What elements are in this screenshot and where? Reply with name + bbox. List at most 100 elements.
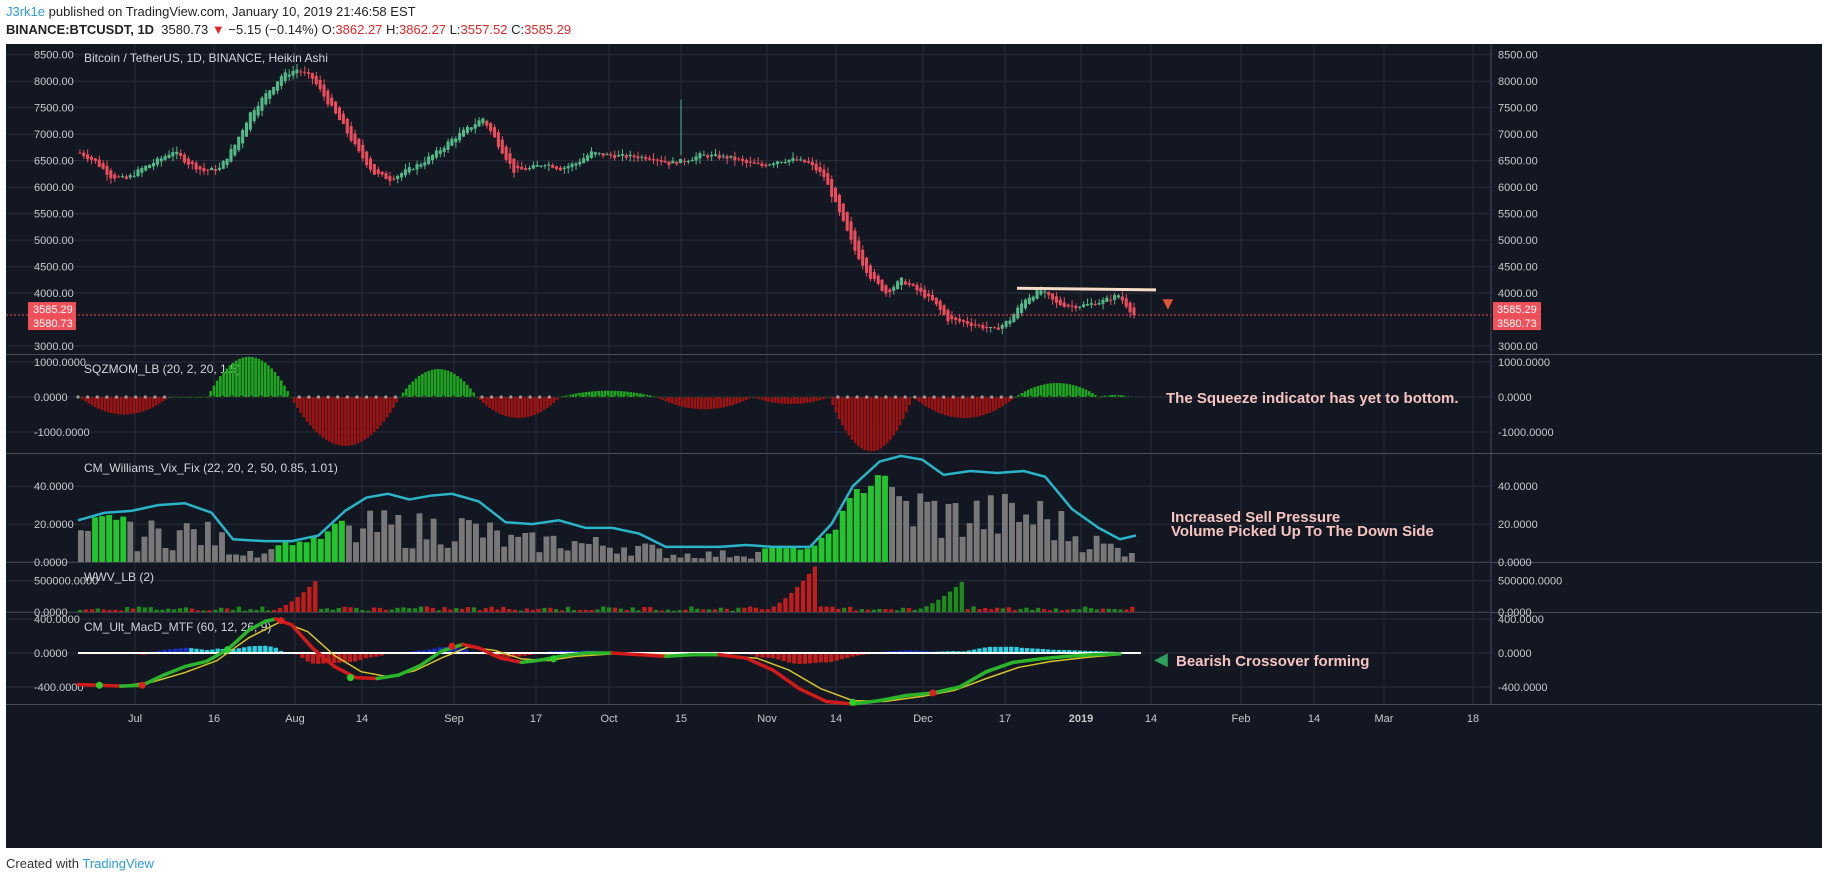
- vixfix-bar: [769, 547, 776, 562]
- candle-body: [589, 151, 593, 158]
- macd-line-segment: [183, 659, 208, 669]
- vixfix-bar: [1114, 547, 1121, 562]
- wwv-axis-label-left: 500000.0000: [34, 576, 98, 588]
- wwv-bar: [524, 608, 529, 612]
- sqzmom-bar: [312, 397, 315, 430]
- candle-body: [330, 97, 334, 106]
- time-axis-label: Mar: [1375, 713, 1394, 725]
- macd-line-segment: [717, 652, 748, 660]
- sqzmom-bar: [1065, 383, 1069, 397]
- candle-body: [783, 161, 787, 163]
- candle-body: [357, 138, 361, 152]
- candle-body: [868, 265, 872, 279]
- vixfix-bar: [755, 552, 761, 562]
- sqzmom-bar: [889, 397, 892, 440]
- wwv-bar: [413, 608, 418, 612]
- candle-body: [225, 158, 229, 165]
- price-axis-label-right: 8500.00: [1498, 50, 1538, 62]
- wwv-bar: [912, 610, 917, 612]
- sqzmom-bar: [722, 397, 726, 408]
- squeeze-dot: [518, 395, 523, 399]
- candle-body: [1093, 304, 1097, 306]
- macd-line-segment: [664, 652, 695, 659]
- squeeze-dot: [913, 395, 917, 399]
- sqzmom-bar: [488, 397, 491, 408]
- vixfix-bar: [1058, 511, 1065, 562]
- sqzmom-bar: [392, 397, 395, 408]
- wwv-bar: [630, 607, 635, 612]
- sqzmom-bar: [642, 394, 645, 397]
- sqzmom-bar: [975, 397, 979, 417]
- sqzmom-bar: [693, 397, 697, 409]
- candle-body: [791, 157, 795, 161]
- time-axis-label: 14: [1308, 713, 1320, 725]
- sqzmom-bar: [876, 397, 879, 450]
- vixfix-bar: [903, 500, 910, 562]
- candle-body: [198, 166, 202, 170]
- wwv-bar: [477, 610, 482, 612]
- sqzmom-bar: [100, 397, 104, 411]
- macd-cross-dot: [347, 674, 355, 682]
- tradingview-logo-link[interactable]: TradingView: [82, 856, 154, 871]
- wwv-axis-label-right: 500000.0000: [1498, 576, 1562, 588]
- wwv-bar: [942, 595, 947, 612]
- time-axis-label: 17: [530, 713, 542, 725]
- sqzmom-bar: [353, 397, 357, 445]
- sqzmom-bar: [219, 376, 222, 397]
- candle-body: [128, 175, 132, 178]
- candle-body: [1089, 303, 1093, 305]
- macd-hist-bar: [760, 652, 765, 658]
- sqzmom-bar: [196, 397, 200, 398]
- squeeze-dot: [528, 395, 532, 399]
- wwv-bar: [724, 608, 729, 612]
- sqzmom-bar: [536, 397, 540, 414]
- sqzmom-bar: [395, 397, 399, 403]
- macd-hist-bar: [241, 647, 247, 653]
- squeeze-dot: [711, 395, 715, 399]
- squeeze-dot: [951, 395, 955, 399]
- author-link[interactable]: J3rk1e: [6, 4, 46, 19]
- candle-body: [1054, 296, 1058, 303]
- vixfix-axis-label-left: 20.0000: [34, 519, 74, 531]
- vixfix-bar: [1100, 543, 1107, 562]
- sqzmom-bar: [950, 397, 953, 417]
- candle-body: [496, 132, 500, 148]
- sqzmom-bar: [360, 397, 363, 442]
- sqzmom-bar: [453, 373, 456, 397]
- candle-body: [651, 158, 655, 161]
- sqzmom-bar: [321, 397, 325, 438]
- wwv-bar: [783, 598, 788, 612]
- sqzmom-bar: [574, 393, 578, 397]
- squeeze-dot: [942, 395, 946, 399]
- chart-canvas[interactable]: Jul 16 Aug 14 Sep 17 Oct 15 Nov 14 Dec 17 2019 14 Feb 1…: [6, 44, 1822, 848]
- chart-background: [6, 44, 1822, 848]
- sqzmom-bar: [911, 397, 915, 398]
- vixfix-bar: [811, 545, 818, 562]
- price-axis-label-left: 8500.00: [34, 50, 74, 62]
- wwv-bar: [195, 610, 200, 612]
- ohlc-line: BINANCE:BTCUSDT, 1D 3580.73 ▼ −5.15 (−0.…: [6, 22, 571, 37]
- wwv-bar: [154, 609, 159, 612]
- candle-body: [554, 166, 559, 169]
- sqzmom-bar: [786, 397, 790, 404]
- macd-axis-label-left: 0.0000: [34, 648, 68, 660]
- candle-body: [206, 169, 210, 171]
- vixfix-bar: [550, 535, 557, 562]
- sqzmom-bar: [728, 397, 732, 406]
- sqzmom-bar: [1036, 385, 1040, 397]
- vixfix-bar: [395, 514, 402, 562]
- sqzmom-axis-label-left: 0.0000: [34, 392, 68, 404]
- sqzmom-bar: [616, 390, 620, 397]
- sqzmom-bar: [286, 391, 289, 397]
- sqzmom-bar: [539, 397, 543, 412]
- sqzmom-bar: [1049, 383, 1053, 397]
- vixfix-axis-label-left: 40.0000: [34, 481, 74, 493]
- candle-body: [380, 171, 384, 175]
- candle-body: [892, 287, 896, 291]
- vixfix-bar: [818, 537, 825, 562]
- vixfix-annotation-line1: Increased Sell Pressure: [1171, 509, 1340, 526]
- vixfix-bar: [346, 525, 352, 562]
- macd-line-segment: [797, 686, 828, 704]
- sqzmom-bar: [914, 397, 918, 400]
- sqzmom-bar: [940, 397, 944, 414]
